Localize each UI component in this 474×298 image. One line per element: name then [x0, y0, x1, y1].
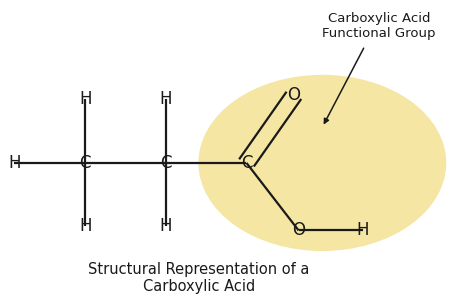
Text: C: C [160, 154, 172, 172]
Text: Structural Representation of a
Carboxylic Acid: Structural Representation of a Carboxyli… [88, 262, 310, 294]
Text: H: H [8, 154, 20, 172]
Ellipse shape [199, 75, 446, 250]
Text: H: H [79, 90, 91, 108]
Text: H: H [160, 218, 172, 235]
Text: Carboxylic Acid
Functional Group: Carboxylic Acid Functional Group [322, 12, 436, 40]
Text: C: C [241, 154, 252, 172]
Text: O: O [292, 221, 305, 240]
Text: H: H [79, 218, 91, 235]
Text: H: H [356, 221, 369, 240]
Text: C: C [80, 154, 91, 172]
Text: O: O [287, 86, 301, 104]
Text: H: H [160, 90, 172, 108]
